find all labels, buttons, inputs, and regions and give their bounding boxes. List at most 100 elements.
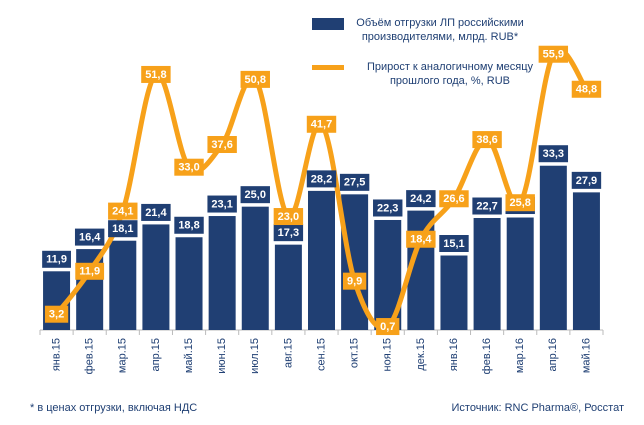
bar — [76, 249, 104, 330]
line-value-label: 37,6 — [211, 139, 232, 151]
bar-value-label: 25,0 — [245, 189, 266, 201]
bar-value-label-box — [74, 228, 105, 246]
legend-swatch — [312, 65, 344, 70]
line-value-label-box — [406, 230, 436, 248]
line-value-label-box — [75, 262, 105, 280]
bar-value-label: 25,0 — [240, 186, 270, 204]
bar-value-label: 22,3 — [373, 199, 403, 217]
x-tick-label: авг.15 — [282, 338, 294, 368]
bar-value-label: 23,1 — [207, 195, 237, 213]
line-value-label: 9,9 — [342, 272, 367, 290]
line-value-label: 23,0 — [278, 211, 299, 223]
line-value-label: 3,2 — [49, 309, 64, 321]
line-value-label: 38,6 — [476, 134, 497, 146]
x-tick-label: фев.16 — [481, 338, 493, 374]
bar-value-label-box — [108, 220, 138, 238]
bar-value-label: 22,3 — [377, 202, 398, 214]
x-tick-label: окт.15 — [349, 338, 361, 368]
line-value-label-box — [306, 115, 337, 133]
bar — [572, 192, 600, 330]
bar-value-label-box — [406, 190, 436, 208]
line-value-label: 55,9 — [538, 45, 569, 63]
bar — [274, 244, 302, 330]
x-tick-label: мар.16 — [514, 338, 526, 373]
line-value-label: 50,8 — [240, 70, 270, 88]
legend-label: Прирост к аналогичному месяцу прошлого г… — [366, 61, 534, 87]
bar-value-label-box — [339, 173, 370, 191]
line-value-label: 9,9 — [347, 276, 362, 288]
bar-value-label: 24,2 — [406, 190, 436, 208]
line-value-label: 3,2 — [44, 305, 69, 323]
bar-value-label: 33,3 — [538, 145, 569, 163]
bar-value-label: 28,2 — [311, 173, 332, 185]
line-value-label: 11,9 — [75, 262, 105, 280]
x-tick-label: сен.15 — [315, 338, 327, 371]
x-tick-label: май.16 — [580, 338, 592, 373]
line-value-label: 0,7 — [376, 318, 400, 336]
x-tick-label: апр.15 — [150, 338, 162, 371]
bar-value-label: 15,1 — [443, 238, 464, 250]
footnote: * в ценах отгрузки, включая НДС — [30, 402, 198, 414]
bar-value-label: 16,4 — [79, 231, 101, 243]
line-value-label-box — [472, 131, 502, 149]
line-value-label-box — [538, 45, 569, 63]
bar-value-label-box — [273, 224, 304, 242]
bar-value-label-box — [571, 171, 602, 189]
bar-value-label: 24,2 — [410, 193, 431, 205]
bar — [208, 216, 236, 330]
line-value-label-box — [44, 305, 69, 323]
bar — [473, 218, 501, 330]
line-value-label: 18,4 — [406, 230, 436, 248]
bar-value-label: 17,3 — [278, 227, 299, 239]
x-tick-label: фев.15 — [84, 338, 96, 374]
bar-value-label: 27,9 — [571, 171, 602, 189]
line-value-label-box — [108, 202, 138, 220]
line-value-label: 24,1 — [108, 202, 138, 220]
bar-value-label-box — [538, 145, 569, 163]
bar-value-label: 23,1 — [211, 198, 232, 210]
line-value-label: 33,0 — [174, 158, 204, 176]
bar-value-label: 21,4 — [145, 207, 167, 219]
line-value-label: 38,6 — [472, 131, 502, 149]
bar — [142, 224, 170, 330]
line-value-label-box — [505, 194, 535, 212]
line-value-label-box — [342, 272, 367, 290]
line-value-label-box — [141, 65, 171, 83]
bar-value-label-box — [240, 186, 270, 204]
legend-swatch — [312, 18, 344, 30]
line-value-label: 51,8 — [141, 65, 171, 83]
bar-value-label-box — [373, 199, 403, 217]
bar-value-label-box — [42, 250, 71, 268]
line-value-label: 55,9 — [543, 49, 564, 61]
bar-value-label: 21,4 — [141, 203, 171, 221]
bar-value-label: 18,8 — [178, 220, 199, 232]
x-tick-label: май.15 — [183, 338, 195, 373]
bar-value-label-box — [174, 216, 204, 234]
bar-value-label: 18,8 — [174, 216, 204, 234]
line-value-label: 23,0 — [273, 208, 304, 226]
bar — [241, 206, 269, 330]
bar-value-label: 15,1 — [439, 235, 469, 253]
line-value-label: 37,6 — [207, 136, 237, 154]
bar — [506, 217, 534, 330]
bar — [175, 237, 203, 330]
bar-value-label: 11,9 — [46, 254, 67, 266]
bar-value-label: 22,7 — [476, 200, 497, 212]
line-value-label: 48,8 — [576, 84, 597, 96]
bar-value-label: 27,5 — [344, 177, 365, 189]
bar-value-label-box — [472, 197, 502, 215]
legend-label: Объём отгрузки ЛП российскими производит… — [356, 17, 524, 43]
line-value-label-box — [571, 80, 602, 98]
bar — [308, 190, 335, 330]
line-value-label: 41,7 — [311, 119, 332, 131]
bar-value-label: 11,9 — [42, 250, 71, 268]
x-tick-label: мар.15 — [117, 338, 129, 373]
bar — [109, 240, 137, 330]
line-value-label: 18,4 — [410, 234, 432, 246]
bar-value-label: 28,2 — [306, 170, 337, 188]
bar-value-label: 22,7 — [472, 197, 502, 215]
bar-value-label-box — [141, 203, 171, 221]
line-value-label-box — [439, 190, 469, 208]
